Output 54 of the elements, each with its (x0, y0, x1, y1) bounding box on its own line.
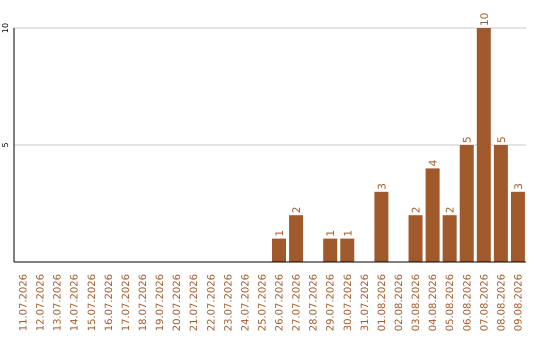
bar (323, 238, 338, 262)
x-tick-label: 22.07.2026 (206, 274, 218, 332)
x-tick-label: 20.07.2026 (172, 274, 184, 332)
data-label: 1 (325, 230, 338, 237)
x-tick-label: 06.08.2026 (462, 274, 474, 332)
bar (340, 238, 354, 262)
bar (476, 28, 491, 262)
x-tick-label: 18.07.2026 (138, 274, 149, 332)
x-tick-label: 26.07.2026 (274, 274, 286, 332)
bar (442, 215, 457, 262)
x-tick-label: 27.07.2026 (292, 274, 303, 332)
data-label: 1 (342, 230, 354, 237)
x-tick-label: 07.08.2026 (479, 274, 490, 332)
bar (289, 215, 304, 262)
x-tick-label: 01.08.2026 (376, 274, 388, 332)
x-tick-label: 30.07.2026 (342, 274, 354, 332)
bar (460, 145, 474, 262)
x-tick-label: 21.07.2026 (189, 274, 200, 332)
data-label: 4 (428, 159, 440, 166)
x-tick-label: 29.07.2026 (326, 274, 337, 332)
x-tick-label: 28.07.2026 (308, 274, 320, 332)
bar (426, 168, 440, 262)
bar (272, 238, 286, 262)
data-label: 3 (512, 183, 525, 190)
x-tick-label: 16.07.2026 (104, 274, 115, 332)
data-label: 10 (478, 12, 491, 26)
data-label: 5 (496, 136, 508, 143)
x-tick-label: 11.07.2026 (18, 274, 30, 332)
data-label: 3 (376, 183, 388, 190)
x-tick-label: 13.07.2026 (52, 274, 64, 332)
bar (374, 192, 388, 262)
x-tick-label: 23.07.2026 (223, 274, 234, 332)
x-tick-label: 05.08.2026 (445, 274, 456, 332)
data-label: 2 (444, 206, 457, 214)
data-label: 5 (462, 136, 474, 143)
x-tick-label: 19.07.2026 (155, 274, 166, 332)
x-tick-label: 31.07.2026 (360, 274, 371, 332)
x-tick-label: 02.08.2026 (394, 274, 405, 332)
x-tick-label: 04.08.2026 (428, 274, 440, 332)
x-tick-label: 12.07.2026 (36, 274, 47, 332)
bar (510, 192, 525, 262)
x-tick-label: 17.07.2026 (120, 274, 132, 332)
data-label: 2 (291, 206, 304, 214)
x-tick-label: 08.08.2026 (496, 274, 508, 332)
data-label: 1 (274, 230, 286, 237)
bar (494, 145, 508, 262)
x-tick-label: 14.07.2026 (70, 274, 81, 332)
x-tick-label: 25.07.2026 (257, 274, 268, 332)
x-tick-label: 03.08.2026 (411, 274, 422, 332)
bar (408, 215, 423, 262)
x-tick-label: 15.07.2026 (86, 274, 98, 332)
data-label: 2 (410, 206, 423, 214)
x-tick-label: 24.07.2026 (240, 274, 252, 332)
x-tick-label: 09.08.2026 (513, 274, 524, 332)
